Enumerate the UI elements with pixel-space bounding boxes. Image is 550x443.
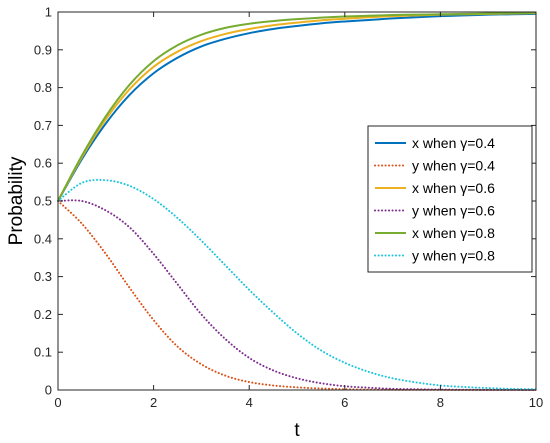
legend-label: y when γ=0.4 [412, 158, 495, 174]
x-tick-label: 2 [150, 395, 157, 410]
y-tick-label: 0.9 [34, 42, 52, 57]
legend-box [367, 125, 533, 273]
legend-label: y when γ=0.6 [412, 203, 495, 219]
x-tick-label: 8 [437, 395, 444, 410]
series-line-5 [57, 178, 537, 391]
series-line-0 [57, 12, 537, 202]
legend-label: x when γ=0.8 [412, 225, 495, 241]
y-tick-label: 0.8 [34, 80, 52, 95]
x-tick-label: 4 [246, 395, 253, 410]
legend-label: x when γ=0.6 [412, 180, 495, 196]
x-tick-label: 0 [54, 395, 61, 410]
y-tick-label: 0.3 [34, 269, 52, 284]
y-tick-label: 0.2 [34, 307, 52, 322]
series-line-4 [57, 11, 537, 202]
legend-label: y when γ=0.8 [412, 248, 495, 264]
legend: x when γ=0.4 y when γ=0.4 x when γ=0.6 y wh… [367, 125, 533, 273]
x-tick-label: 10 [529, 395, 543, 410]
y-tick-label: 0.7 [34, 118, 52, 133]
series-line-1 [57, 200, 537, 392]
legend-label: x when γ=0.4 [412, 135, 495, 151]
y-tick-label: 0.4 [34, 231, 52, 246]
y-axis-label: Probability [6, 156, 27, 245]
y-tick-label: 0.6 [34, 156, 52, 171]
y-tick-label: 0.1 [34, 345, 52, 360]
y-tick-label: 0 [45, 383, 52, 398]
tick-layer: 0 2 4 6 8 10 0 0.1 0.2 0.3 0.4 0.5 0.6 0.7 0.8 0.9 1 [34, 5, 543, 411]
y-tick-label: 0.5 [34, 194, 52, 209]
x-axis-label: t [294, 420, 300, 441]
x-tick-label: 6 [341, 395, 348, 410]
y-tick-label: 1 [45, 5, 52, 20]
